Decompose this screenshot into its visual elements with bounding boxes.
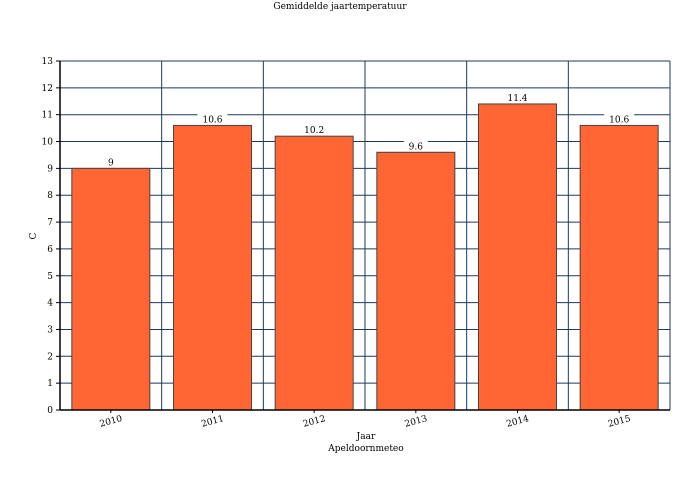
y-tick-label: 6 [47,245,53,255]
data-label: 10.6 [202,115,222,125]
data-label: 10.2 [304,126,324,136]
data-label: 11.4 [507,94,527,104]
data-label: 9.6 [409,142,424,152]
data-label-bg [403,140,428,152]
bar [173,124,252,411]
bar [71,167,151,411]
x-tick-label: 2010 [99,414,124,430]
y-tick-label: 12 [42,84,53,94]
data-label-bg [197,113,228,125]
bar [478,103,557,411]
data-label: 10.6 [609,115,629,125]
bar [579,124,659,411]
y-axis-label: C [29,232,39,239]
y-tick-label: 1 [47,379,53,389]
data-label-bg [299,124,330,136]
data-label: 9 [108,158,114,168]
y-tick-label: 13 [42,57,54,67]
y-tick-label: 10 [42,138,54,148]
x-tick-label: 2015 [607,414,632,430]
bar [376,151,456,411]
x-axis-label: Jaar [356,432,376,442]
data-labels: 9 10.6 10.2 9.6 11.4 10.6 [104,91,635,168]
y-tick-label: 2 [47,352,53,362]
y-tick-label: 8 [47,191,53,201]
x-tick-label: 2011 [200,414,225,430]
chart-title: Gemiddelde jaartemperatuur [273,2,407,12]
grid [59,60,671,411]
y-tick-label: 7 [47,218,53,228]
data-label-bg [104,156,117,168]
y-tick-label: 3 [47,325,53,335]
x-axis: 2010 2011 2012 2013 2014 2015 [60,409,670,430]
y-tick-label: 11 [42,111,53,121]
bar [274,135,354,411]
chart-caption: Apeldoornmeteo [327,444,403,454]
data-label-bg [502,91,533,103]
y-tick-label: 0 [47,406,53,416]
bars [71,103,659,411]
x-tick-label: 2013 [404,414,429,430]
y-tick-label: 4 [47,299,53,309]
x-tick-label: 2014 [505,414,530,430]
x-tick-label: 2012 [302,414,327,430]
data-label-bg [604,113,635,125]
y-tick-label: 5 [47,272,53,282]
y-tick-label: 9 [47,164,53,174]
